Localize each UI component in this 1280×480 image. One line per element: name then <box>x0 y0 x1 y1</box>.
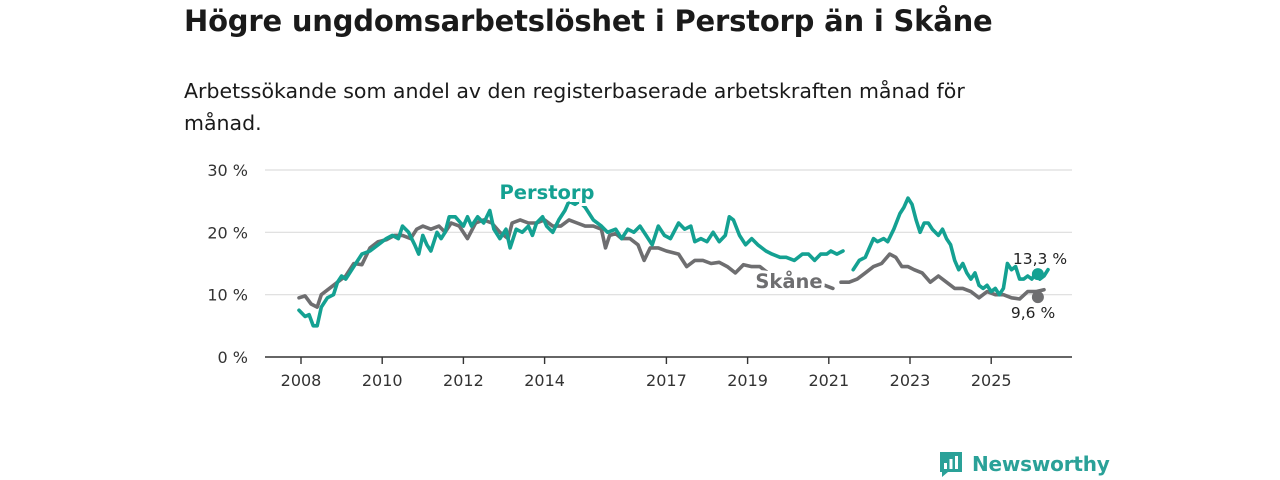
x-tick-label: 2021 <box>808 371 849 390</box>
x-tick-label: 2008 <box>281 371 322 390</box>
series-lines <box>297 196 1050 328</box>
perstorp-end-marker <box>1031 268 1044 281</box>
skane-line <box>839 252 1046 301</box>
y-tick-label: 30 % <box>207 161 248 180</box>
x-tick-label: 2023 <box>890 371 931 390</box>
skane-series-label: Skåne <box>755 269 822 293</box>
perstorp-series-label: Perstorp <box>499 181 594 204</box>
chart-title: Högre ungdomsarbetslöshet i Perstorp än … <box>184 4 993 38</box>
annotations: 13,3 % 9,6 % Perstorp Skåne <box>496 178 1067 322</box>
brand-name: Newsworthy <box>972 452 1110 476</box>
gridlines <box>265 169 1072 296</box>
skane-end-marker <box>1031 291 1044 304</box>
y-tick-label: 20 % <box>207 223 248 242</box>
chart-subtitle: Arbetssökande som andel av den registerb… <box>184 79 965 135</box>
perstorp-end-value: 13,3 % <box>1013 250 1067 268</box>
x-tick-label: 2017 <box>646 371 687 390</box>
x-tick-label: 2012 <box>443 371 484 390</box>
perstorp-line <box>297 199 845 328</box>
skane-end-value: 9,6 % <box>1011 304 1055 322</box>
x-tick-label: 2025 <box>971 371 1012 390</box>
y-tick-label: 10 % <box>207 286 248 305</box>
y-tick-label: 0 % <box>218 348 248 367</box>
x-tick-label: 2014 <box>524 371 565 390</box>
bar-chart-speech-bubble-icon <box>940 452 962 477</box>
skane-line <box>297 218 835 309</box>
axes: 0 % 10 % 20 % 30 % 2008 2010 2012 2014 2017 2019 2… <box>207 161 1072 390</box>
newsworthy-brand[interactable]: Newsworthy <box>938 450 1110 478</box>
perstorp-line <box>851 196 1050 297</box>
x-tick-label: 2019 <box>727 371 768 390</box>
x-tick-label: 2010 <box>362 371 403 390</box>
